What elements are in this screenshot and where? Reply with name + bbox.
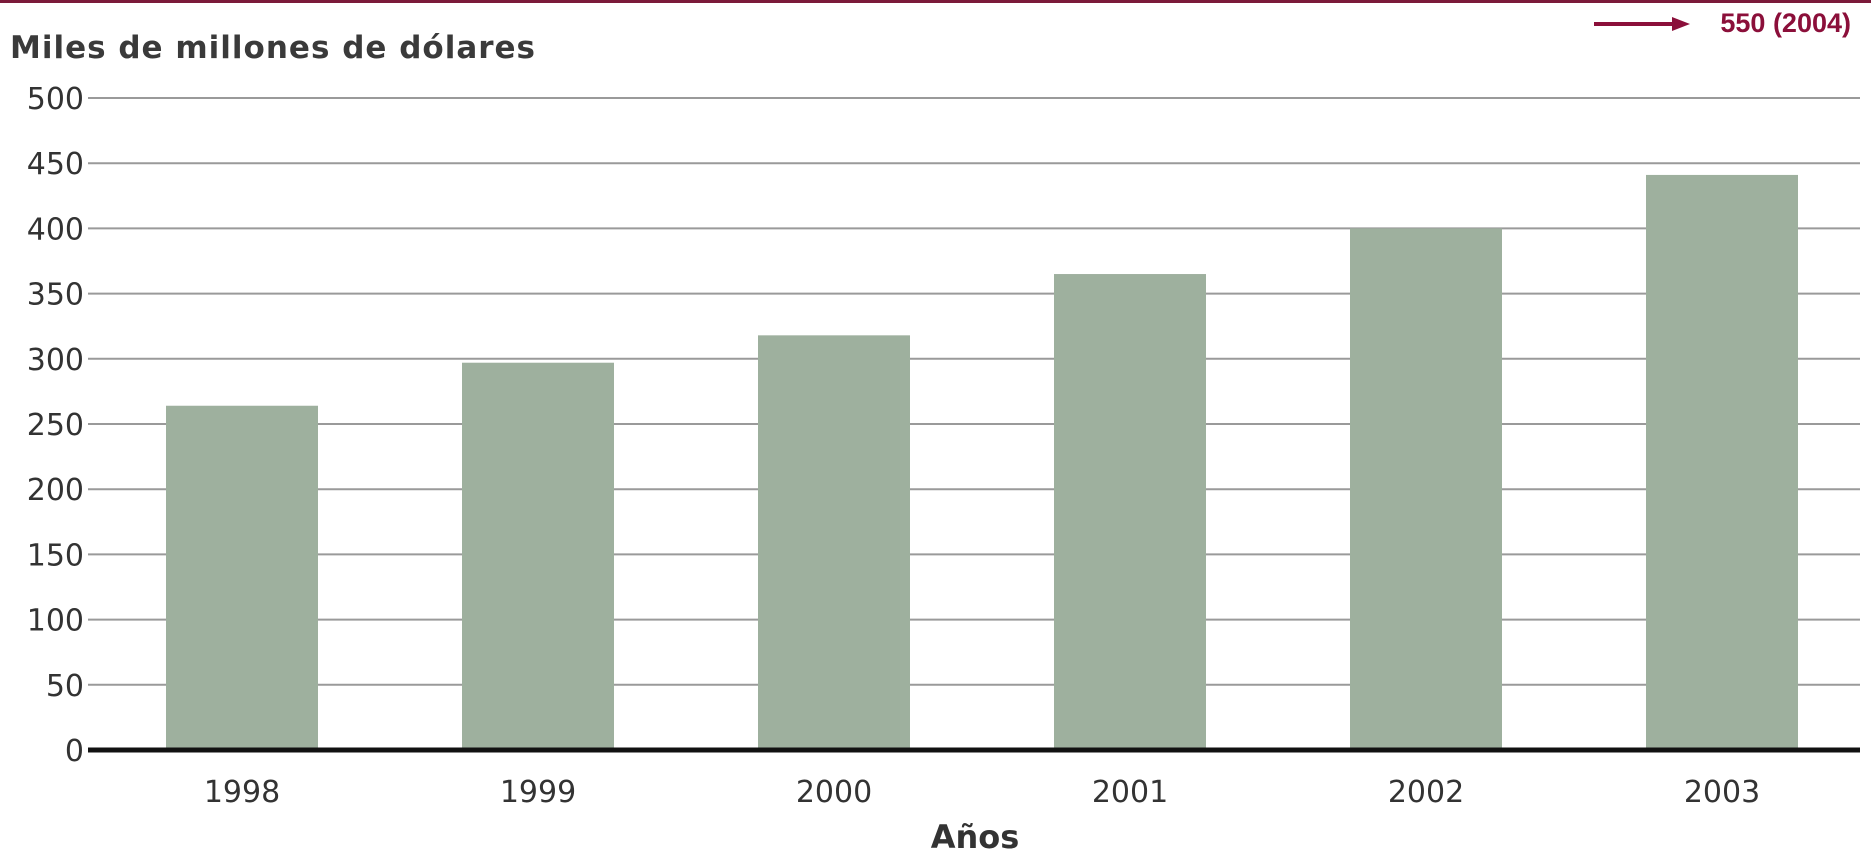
y-tick-label: 300 xyxy=(27,343,84,378)
y-tick-label: 400 xyxy=(27,212,84,247)
x-tick-label: 2003 xyxy=(1684,775,1760,810)
bar-1999 xyxy=(462,362,614,750)
y-tick-label: 500 xyxy=(27,82,84,117)
y-tick-label: 450 xyxy=(27,147,84,182)
y-tick-label: 100 xyxy=(27,604,84,639)
y-tick-label: 0 xyxy=(65,734,84,769)
x-tick-label: 1998 xyxy=(204,775,280,810)
y-tick-label: 50 xyxy=(46,669,84,704)
axis-layer: 0 50 100 150 200 250 300 350 400 450 500 1998 1999 20… xyxy=(27,82,1860,810)
y-axis-label: Miles de millones de dólares xyxy=(10,30,536,66)
right-arrow-icon xyxy=(1594,16,1691,31)
bar-2001 xyxy=(1054,274,1206,750)
bar-1998 xyxy=(166,405,318,750)
annotation-label: 550 (2004) xyxy=(1720,8,1851,38)
y-tick-label: 150 xyxy=(27,538,84,573)
bar-2002 xyxy=(1350,228,1502,750)
x-axis-label: Años xyxy=(931,818,1020,852)
y-tick-label: 200 xyxy=(27,473,84,508)
bar-layer xyxy=(166,174,1798,750)
x-tick-label: 2002 xyxy=(1388,775,1464,810)
x-tick-label: 1999 xyxy=(500,775,576,810)
y-tick-label: 350 xyxy=(27,278,84,313)
annotation: 550 (2004) xyxy=(1594,8,1851,39)
x-tick-label: 2000 xyxy=(796,775,872,810)
bar-2000 xyxy=(758,335,910,750)
x-tick-label: 2001 xyxy=(1092,775,1168,810)
y-tick-label: 250 xyxy=(27,408,84,443)
top-rule xyxy=(0,0,1871,3)
bar-2003 xyxy=(1646,174,1798,750)
grid-layer xyxy=(88,97,1860,686)
